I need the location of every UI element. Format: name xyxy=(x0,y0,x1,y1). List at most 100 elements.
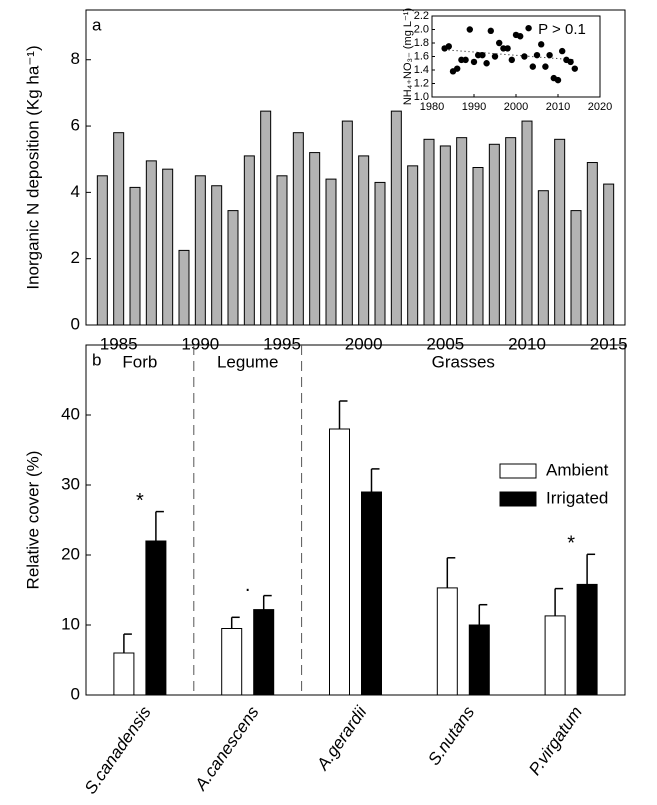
x-tick-label: 1990 xyxy=(181,334,219,353)
point xyxy=(508,56,515,64)
bar xyxy=(358,155,370,326)
x-tick-label: 1995 xyxy=(263,334,301,353)
bar xyxy=(221,628,243,696)
bar xyxy=(113,132,125,326)
bar xyxy=(436,587,458,696)
bar xyxy=(253,609,275,696)
point xyxy=(466,26,473,33)
y-tick-label: 1.2 xyxy=(414,77,429,89)
bar xyxy=(544,615,566,696)
bar xyxy=(468,624,490,696)
point xyxy=(454,65,461,72)
point xyxy=(483,60,490,67)
bar xyxy=(145,540,167,696)
bar xyxy=(309,152,321,326)
bar xyxy=(329,428,350,696)
legend-label: Ambient xyxy=(546,460,609,479)
bar xyxy=(361,491,382,696)
point xyxy=(546,51,553,59)
bar xyxy=(488,143,500,326)
y-tick-label: 1.4 xyxy=(414,64,429,76)
bar xyxy=(211,185,223,326)
point xyxy=(462,56,469,64)
y-tick-label: 4 xyxy=(71,182,80,201)
y-tick-label: 1.8 xyxy=(414,37,429,49)
bar xyxy=(472,167,484,326)
point xyxy=(517,33,524,40)
point xyxy=(529,63,536,70)
bar xyxy=(374,181,386,326)
x-tick-label: 2015 xyxy=(590,334,628,353)
group-label: Legume xyxy=(217,352,278,371)
point xyxy=(571,65,578,72)
bar xyxy=(456,137,468,326)
y-tick-label: 30 xyxy=(61,474,80,493)
plot-frame xyxy=(85,9,626,326)
y-tick-label: 1.6 xyxy=(414,50,429,62)
panel-label: a xyxy=(92,15,102,34)
x-tick-label: 2000 xyxy=(504,101,528,113)
bar xyxy=(227,210,239,326)
y-tick-label: 8 xyxy=(71,49,80,68)
y-tick-label: 20 xyxy=(61,544,80,563)
x-tick-label: S.canadensis xyxy=(81,703,155,798)
point xyxy=(491,53,499,60)
bar xyxy=(407,165,419,326)
point xyxy=(504,45,511,52)
bar xyxy=(260,110,272,326)
point xyxy=(567,58,574,66)
significance-mark: * xyxy=(136,490,144,512)
x-tick-label: 2000 xyxy=(345,334,383,353)
bar xyxy=(521,120,533,326)
y-tick-label: 1.0 xyxy=(414,91,429,103)
point xyxy=(533,51,541,59)
annotation: P > 0.1 xyxy=(538,21,586,38)
x-tick-label: P.virgatum xyxy=(525,703,586,779)
bar xyxy=(423,138,435,326)
x-tick-label: 1990 xyxy=(462,101,486,113)
significance-mark: . xyxy=(245,574,251,596)
x-tick-label: A.canescens xyxy=(191,703,263,795)
bar xyxy=(276,175,288,326)
y-tick-label: 6 xyxy=(71,116,80,135)
point xyxy=(559,47,566,55)
point xyxy=(525,24,532,32)
point xyxy=(538,41,545,48)
point xyxy=(470,58,478,66)
bar xyxy=(162,168,174,326)
y-tick-label: 0 xyxy=(71,314,80,333)
y-tick-label: 40 xyxy=(61,404,80,423)
legend-swatch xyxy=(499,463,537,479)
point xyxy=(445,43,452,50)
point xyxy=(479,51,486,59)
y-tick-label: 2.0 xyxy=(414,23,429,35)
bar xyxy=(537,190,549,326)
group-label: Forb xyxy=(122,352,157,371)
y-tick-label: 2 xyxy=(71,248,80,267)
bar xyxy=(129,186,141,326)
point xyxy=(554,76,562,84)
significance-mark: * xyxy=(567,533,575,555)
bar xyxy=(96,175,108,326)
bar xyxy=(390,110,402,326)
point xyxy=(496,39,503,47)
legend-swatch xyxy=(499,491,537,507)
bar xyxy=(341,120,353,326)
x-tick-label: 2020 xyxy=(588,101,612,113)
x-tick-label: 2005 xyxy=(426,334,464,353)
bar xyxy=(603,183,615,326)
x-tick-label: A.gerardii xyxy=(313,702,372,774)
y-axis-label: Relative cover (%) xyxy=(23,451,42,590)
bar xyxy=(292,132,304,326)
bar xyxy=(505,137,517,326)
group-label: Grasses xyxy=(432,352,495,371)
x-tick-label: 1980 xyxy=(420,101,444,113)
point xyxy=(521,53,528,60)
bar xyxy=(113,652,135,696)
x-tick-label: 1985 xyxy=(100,334,138,353)
panel-label: b xyxy=(92,350,101,369)
plot-frame xyxy=(85,344,626,696)
bar xyxy=(325,178,337,326)
bar xyxy=(194,175,206,326)
